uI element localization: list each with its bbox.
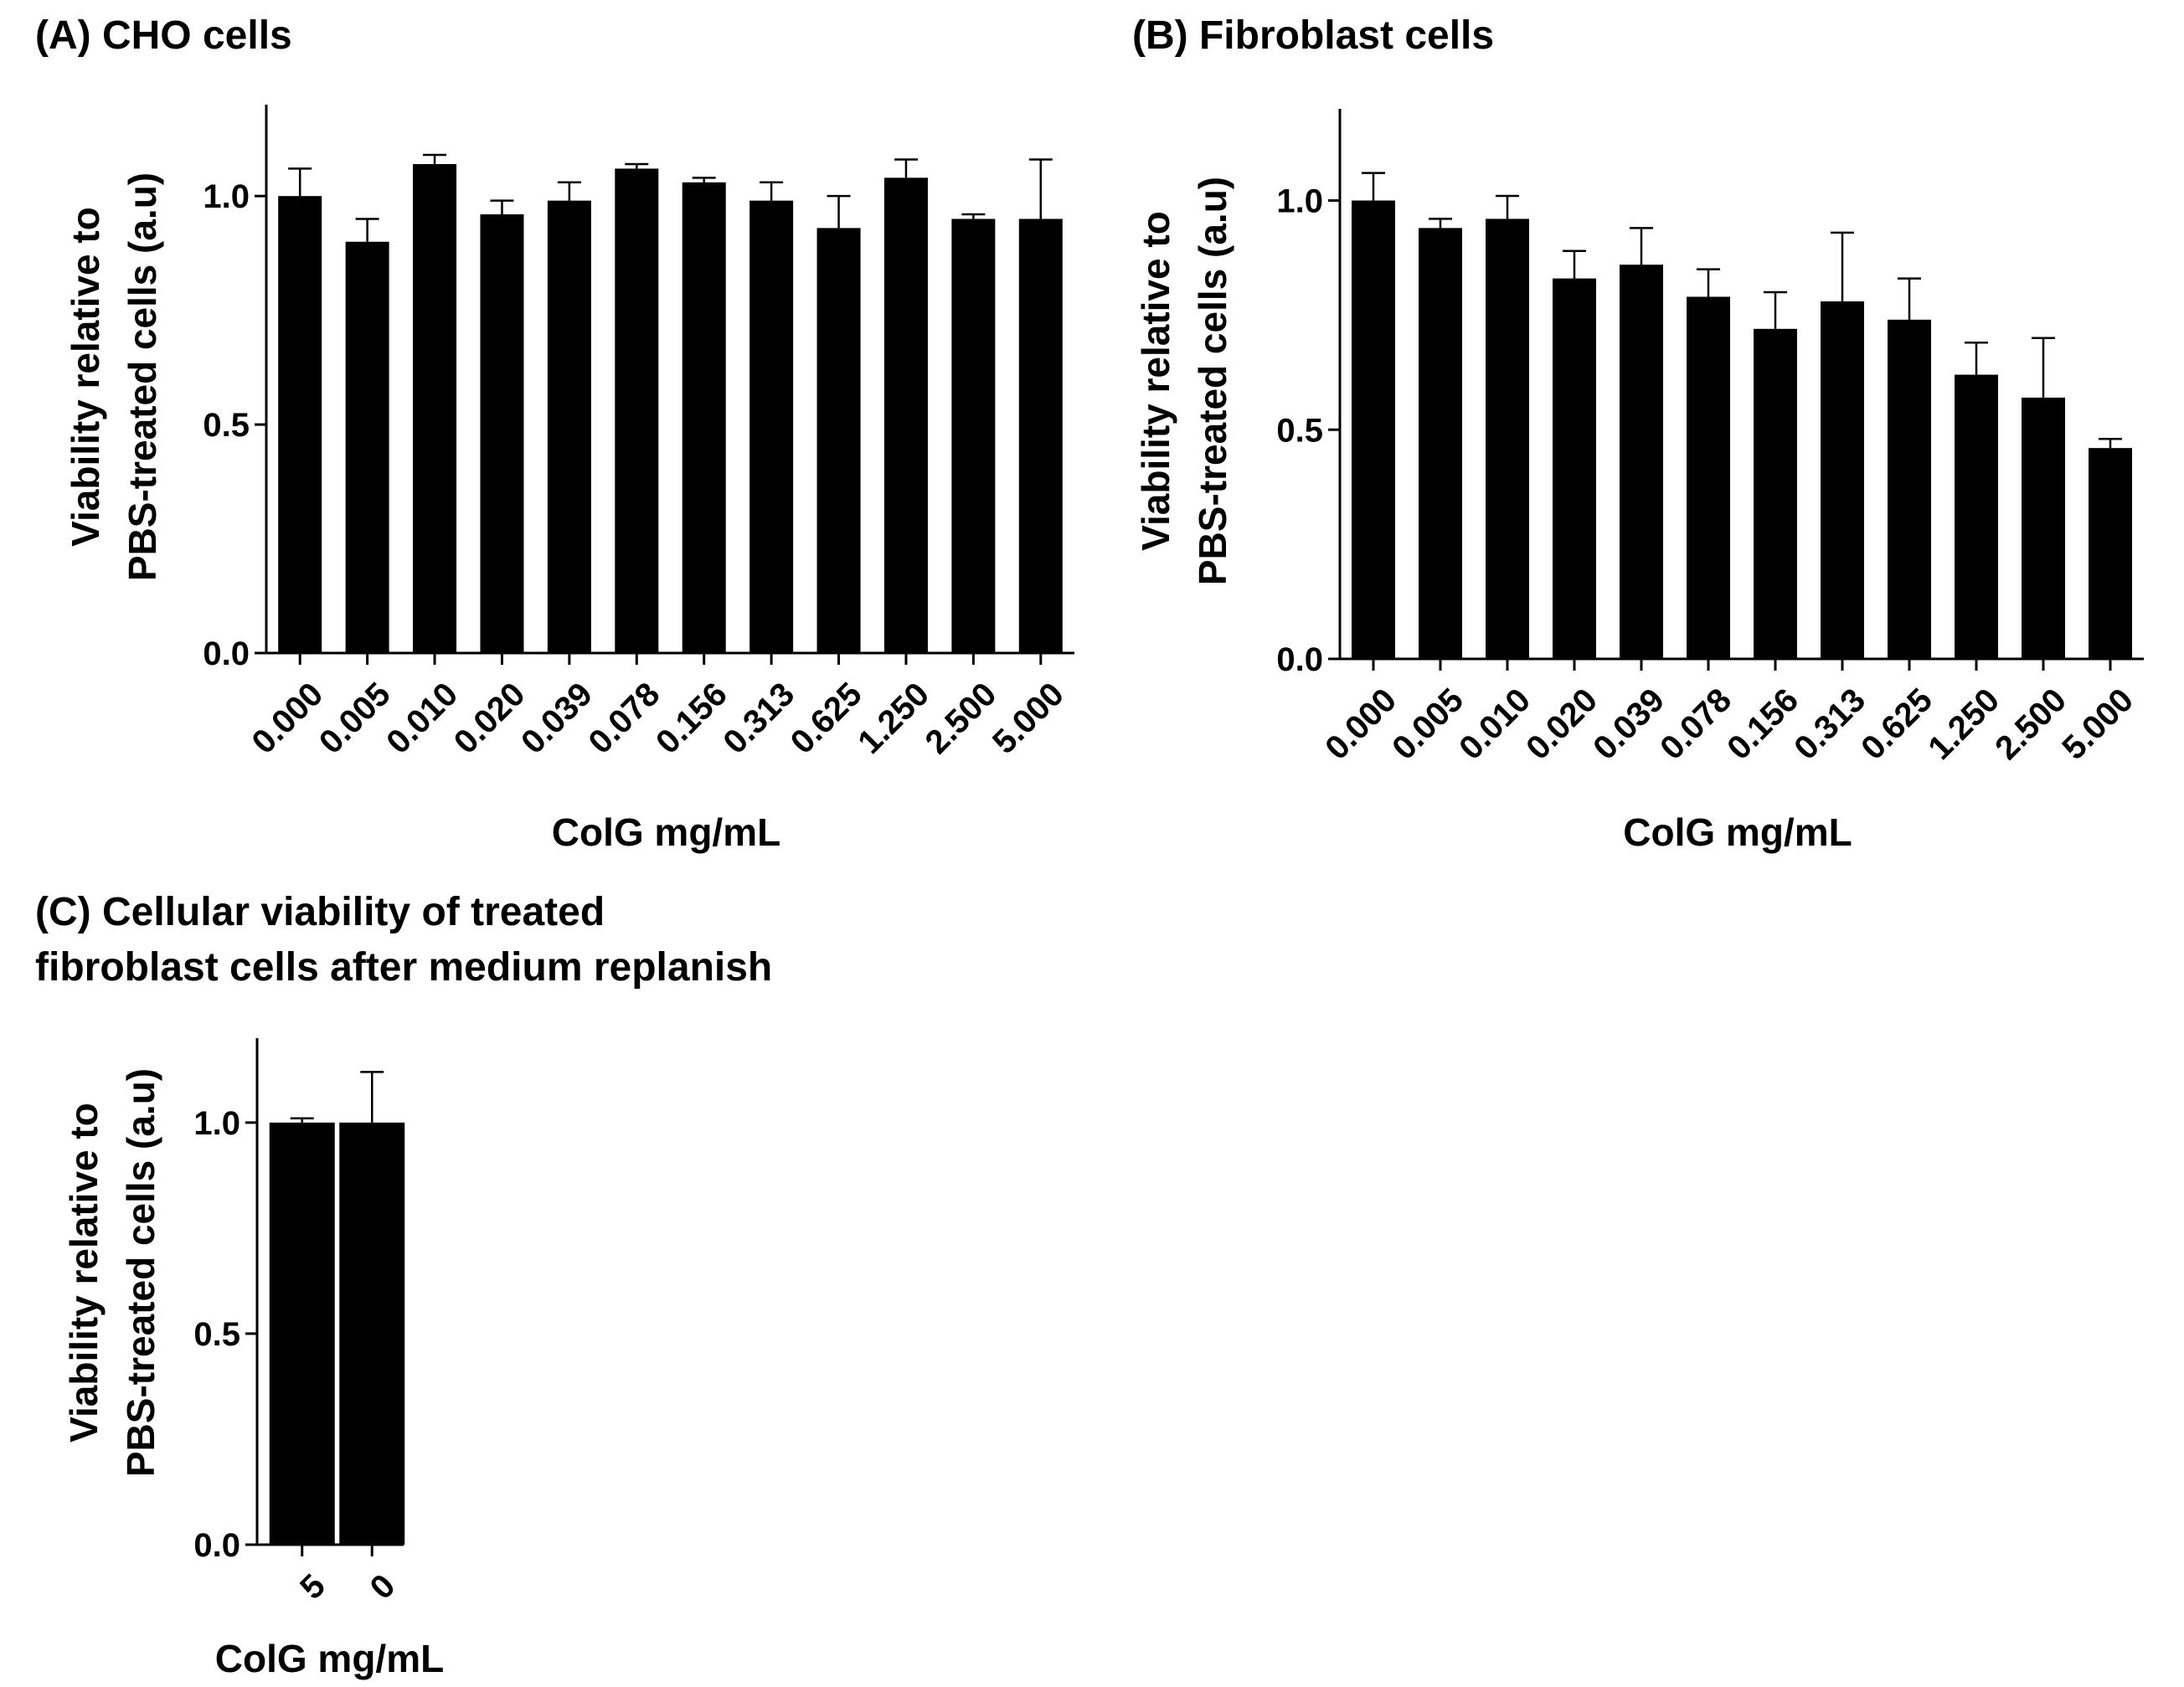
panel-title: (B) Fibroblast cells: [1132, 13, 1494, 58]
panel-title: fibroblast cells after medium replanish: [35, 945, 772, 990]
bar-0.625: [816, 228, 861, 653]
x-tick-label: 5: [293, 1567, 332, 1607]
y-axis-title: PBS-treated cells (a.u): [119, 1068, 162, 1477]
bar-0.005: [345, 241, 389, 653]
bar-0.156: [1754, 328, 1797, 659]
x-tick-label: 0.078: [1653, 681, 1738, 767]
bar-1.250: [883, 177, 928, 654]
y-axis-title: Viability relative to: [1134, 211, 1177, 551]
y-tick-label: 1.0: [203, 178, 250, 215]
x-tick-label: 1.250: [1921, 681, 2006, 767]
bar-2.500: [2022, 397, 2065, 659]
bar-0.005: [1419, 228, 1462, 660]
bar-0.039: [1620, 265, 1663, 659]
x-tick-label: 0.020: [447, 676, 533, 761]
y-tick-label: 0.5: [193, 1316, 240, 1353]
bar-0.000: [1352, 200, 1395, 659]
x-tick-label: 1.250: [851, 676, 936, 761]
y-tick-label: 1.0: [193, 1105, 240, 1142]
bar-0.313: [749, 200, 794, 653]
x-tick-label: 0.000: [1318, 681, 1404, 767]
y-tick-label: 0.0: [203, 635, 250, 672]
x-tick-label: 0.010: [379, 676, 465, 761]
y-axis-title: Viability relative to: [64, 207, 107, 547]
x-tick-label: 0.078: [582, 676, 667, 761]
y-tick-label: 1.0: [1276, 183, 1323, 220]
x-tick-label: 0.625: [784, 676, 869, 761]
x-tick-label: 0.000: [245, 676, 330, 761]
bar-0: [339, 1122, 405, 1545]
y-axis-title: PBS-treated cells (a.u): [121, 172, 164, 581]
x-tick-label: 0.039: [1586, 681, 1671, 767]
x-tick-label: 0.625: [1854, 681, 1939, 767]
bar-5.000: [1018, 219, 1063, 653]
y-axis-title: Viability relative to: [62, 1103, 106, 1443]
x-tick-label: 0.156: [649, 676, 734, 761]
x-tick-label: 0.005: [312, 676, 398, 761]
bar-0.078: [615, 168, 659, 653]
x-tick-label: 0.313: [1787, 681, 1872, 767]
x-tick-label: 0.010: [1452, 681, 1538, 767]
x-tick-label: 0.313: [716, 676, 801, 761]
chart-panel-2: (B) Fibroblast cells 0.0 0.5 1.0 Viability r…: [1132, 13, 2144, 854]
chart-panel-3: (C) Cellular viability of treated fibrobl…: [35, 890, 772, 1680]
bar-2.500: [951, 219, 996, 653]
chart-panel-1: (A) CHO cells 0.0 0.5 1.0 Viability relative…: [35, 13, 1074, 854]
bar-0.625: [1888, 319, 1931, 659]
panel-title: (C) Cellular viability of treated: [35, 890, 605, 934]
bar-0.020: [480, 214, 524, 653]
bar-0.020: [1553, 278, 1596, 659]
x-tick-label: 0.156: [1720, 681, 1805, 767]
bar-5.000: [2089, 448, 2132, 659]
x-tick-label: 5.000: [986, 676, 1071, 761]
bar-0.313: [1821, 301, 1864, 659]
bar-5: [269, 1122, 335, 1545]
bar-0.078: [1687, 296, 1730, 659]
y-tick-label: 0.5: [1276, 412, 1323, 449]
y-axis-title: PBS-treated cells (a.u): [1191, 177, 1234, 585]
bar-0.010: [1486, 219, 1529, 659]
x-tick-label: 2.500: [1988, 681, 2073, 767]
panel-title: (A) CHO cells: [35, 13, 292, 58]
x-tick-label: 0.020: [1519, 681, 1605, 767]
bar-0.039: [547, 200, 591, 653]
x-tick-label: 2.500: [919, 676, 1004, 761]
bar-1.250: [1955, 374, 1998, 659]
x-axis-title: ColG mg/mL: [1623, 810, 1852, 854]
x-tick-label: 0.005: [1385, 681, 1471, 767]
x-tick-label: 5.000: [2055, 681, 2140, 767]
x-tick-label: 0: [363, 1567, 403, 1607]
y-tick-label: 0.5: [203, 407, 250, 444]
x-axis-title: ColG mg/mL: [552, 810, 780, 854]
x-axis-title: ColG mg/mL: [215, 1637, 444, 1680]
bar-0.010: [413, 163, 457, 654]
y-tick-label: 0.0: [1276, 641, 1323, 678]
y-tick-label: 0.0: [193, 1527, 240, 1564]
x-tick-label: 0.039: [514, 676, 600, 761]
bar-0.156: [682, 182, 726, 653]
bar-0.000: [278, 196, 322, 653]
